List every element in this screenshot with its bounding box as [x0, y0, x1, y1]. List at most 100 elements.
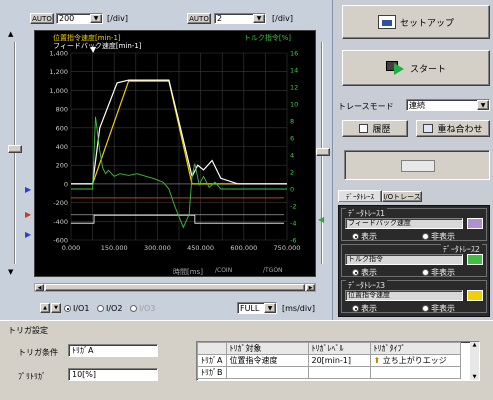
table-cell[interactable]	[369, 366, 461, 379]
history-button[interactable]: 履歴	[342, 120, 408, 137]
start-label: スタート	[409, 64, 446, 75]
y-left-tick-label: 1,200	[49, 68, 68, 76]
table-cell[interactable]: 位置指令速度	[225, 354, 309, 367]
marker-arrow-icon[interactable]: ◀	[318, 215, 325, 224]
y-right-tick-label: 10	[290, 101, 298, 109]
data-trace-3-field[interactable]: 位置指令速度	[345, 290, 463, 301]
hide-label: 非表示	[431, 268, 455, 277]
table-cell[interactable]: ⬆ 立ち上がりエッジ	[369, 354, 461, 367]
status-display	[344, 150, 490, 180]
history-label: 履歴	[372, 125, 391, 135]
trace-mode-combo[interactable]: 連続 ▼	[406, 99, 490, 111]
io-trace-line	[71, 214, 285, 224]
right-vertical-slider[interactable]: ◀	[316, 30, 330, 280]
data-trace-3-title: ﾃﾞｰﾀﾄﾚｰｽ3	[346, 280, 388, 291]
y-right-tick-label: 16	[290, 50, 298, 58]
tab-data-trace[interactable]: ﾃﾞｰﾀﾄﾚｰｽ	[338, 190, 382, 202]
data-trace-3-color-swatch[interactable]	[467, 290, 483, 301]
scroll-thumb[interactable]	[45, 284, 305, 291]
overlay-icon	[423, 124, 434, 133]
left-scale-auto-button[interactable]: AUTO	[30, 13, 54, 24]
marker-arrow-icon[interactable]: ▶	[25, 230, 32, 239]
right-scale-unit: [/div]	[272, 14, 293, 23]
trace-chart: 1,400 1,200 1,000 800 600 400 200 0 -200 -400 -600…	[34, 30, 316, 277]
table-cell[interactable]: 20[min-1]	[307, 354, 371, 367]
trigger-marker-icon: ▼	[90, 45, 97, 54]
tab-io-trace[interactable]: I/Oトレース	[382, 191, 422, 202]
data-trace-1-field[interactable]: フィードバック速度	[345, 218, 463, 229]
data-trace-2-field[interactable]: トルク指令	[345, 254, 463, 265]
left-scale-unit: [/div]	[107, 14, 128, 23]
table-vertical-scrollbar[interactable]: ▲ ▼	[470, 342, 479, 380]
slider-down-arrow-icon[interactable]: ▼	[8, 268, 14, 276]
data-trace-1-color-swatch[interactable]	[467, 218, 483, 229]
data-trace-2-show-radio[interactable]: 表示	[352, 267, 377, 278]
y-right-tick-label: -6	[290, 237, 296, 245]
table-header	[197, 342, 227, 355]
pretrigger-label: ﾌﾟﾘﾄﾘｶﾞ	[18, 372, 46, 381]
right-scale-auto-button[interactable]: AUTO	[187, 13, 211, 24]
trace-chart-svg: 1,4001,2001,0008006004002000-200-400-600…	[49, 50, 300, 253]
chevron-down-icon[interactable]: ▼	[264, 303, 276, 313]
hide-label: 非表示	[431, 232, 455, 241]
pretrigger-field[interactable]: 10[%]	[68, 368, 158, 381]
left-scale-combo[interactable]: 200 ▼	[56, 13, 103, 24]
trigger-condition-field[interactable]: ﾄﾘｶﾞA	[68, 344, 158, 357]
legend-feedback-speed: フィードバック速度[min-1]	[53, 42, 142, 50]
start-button[interactable]: スタート	[342, 50, 490, 86]
slider-thumb[interactable]	[8, 145, 22, 153]
x-tick-label: 450.000	[187, 244, 214, 252]
start-icon-arrow	[393, 63, 404, 75]
scroll-down-icon[interactable]: ▼	[472, 374, 477, 380]
y-left-tick-label: 200	[56, 162, 68, 170]
radio-dot	[422, 269, 429, 276]
io3-radio[interactable]: I/O3	[130, 304, 155, 313]
scroll-left-icon[interactable]: ◀	[35, 284, 44, 291]
data-trace-2-hide-radio[interactable]: 非表示	[422, 267, 455, 278]
marker-arrow-icon[interactable]: ▶	[25, 210, 32, 219]
table-row[interactable]: ﾄﾘｶﾞA 位置指令速度 20[min-1] ⬆ 立ち上がりエッジ	[197, 354, 461, 367]
overlay-label: 重ね合わせ	[437, 125, 483, 135]
prev-arrow-icon[interactable]: ▲	[40, 303, 50, 313]
io1-radio[interactable]: I/O1	[64, 304, 89, 313]
setup-label: セットアップ	[399, 18, 454, 29]
data-trace-1-show-radio[interactable]: 表示	[352, 231, 377, 242]
slider-thumb[interactable]	[316, 148, 330, 156]
legend-torque-command: トルク指令[%]	[243, 34, 291, 42]
chevron-down-icon[interactable]: ▼	[253, 14, 265, 23]
horizontal-scrollbar[interactable]: ◀ ▶	[34, 283, 316, 292]
table-cell[interactable]	[307, 366, 371, 379]
y-left-tick-label: 400	[56, 143, 68, 151]
table-row[interactable]: ﾄﾘｶﾞB	[197, 366, 461, 379]
series-line-3	[71, 116, 287, 229]
data-trace-3-hide-radio[interactable]: 非表示	[422, 303, 455, 314]
radio-dot	[422, 233, 429, 240]
left-vertical-slider[interactable]: ▲ ▼	[8, 30, 22, 280]
chevron-down-icon[interactable]: ▼	[90, 14, 102, 23]
data-trace-3-show-radio[interactable]: 表示	[352, 303, 377, 314]
next-arrow-icon[interactable]: ▼	[51, 303, 61, 313]
data-trace-1-hide-radio[interactable]: 非表示	[422, 231, 455, 242]
overlay-button[interactable]: 重ね合わせ	[416, 120, 490, 137]
time-scale-combo[interactable]: FULL ▼	[237, 302, 277, 314]
scroll-right-icon[interactable]: ▶	[306, 284, 315, 291]
table-header: ﾄﾘｶﾞ対象	[225, 342, 309, 355]
table-cell[interactable]	[225, 366, 309, 379]
y-left-tick-label: 1,000	[49, 87, 68, 95]
scroll-up-icon[interactable]: ▲	[472, 342, 477, 348]
setup-icon-screen	[381, 20, 392, 26]
x-tick-label: 600.000	[230, 244, 257, 252]
setup-button[interactable]: セットアップ	[342, 5, 490, 39]
io2-radio[interactable]: I/O2	[97, 304, 122, 313]
right-scale-combo[interactable]: 2 ▼	[214, 13, 266, 24]
slider-up-arrow-icon[interactable]: ▲	[8, 30, 14, 38]
trigger-condition-label: トリガ条件	[18, 348, 58, 357]
show-label: 表示	[361, 268, 377, 277]
y-right-tick-label: 14	[290, 67, 298, 75]
marker-arrow-icon[interactable]: ▶	[25, 185, 32, 194]
data-trace-2-color-swatch[interactable]	[467, 254, 483, 265]
radio-dot	[130, 305, 137, 312]
setup-icon	[377, 15, 396, 29]
chevron-down-icon[interactable]: ▼	[477, 100, 489, 110]
time-scale-unit: [ms/div]	[282, 304, 315, 313]
